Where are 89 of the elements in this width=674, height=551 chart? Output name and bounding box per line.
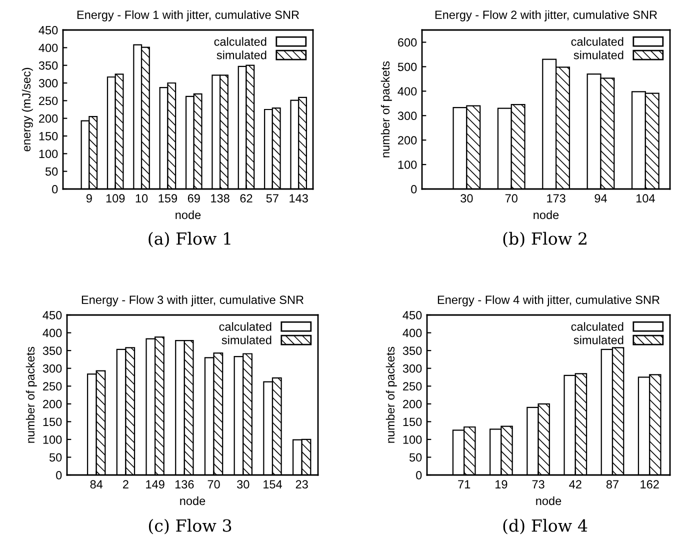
y-tick-label: 300 <box>398 112 417 120</box>
y-tick-label: 400 <box>42 328 62 338</box>
y-tick-label: 200 <box>398 136 417 144</box>
legend-label: calculated <box>219 322 272 331</box>
y-tick-label: 100 <box>403 435 422 444</box>
chart-title: Energy - Flow 4 with jitter, cumulative SNR <box>438 295 660 306</box>
x-tick-label: 23 <box>296 480 308 489</box>
legend-label: calculated <box>571 322 624 331</box>
x-tick-label: 109 <box>106 194 125 203</box>
y-axis-title: number of packets <box>380 61 392 158</box>
text: (d) Flow 4 <box>503 518 588 534</box>
y-tick-label: 500 <box>398 62 417 72</box>
x-tick-label: 57 <box>266 194 278 203</box>
y-axis-title: number of packets <box>26 346 37 443</box>
x-tick-label: 10 <box>136 194 148 203</box>
y-tick-label: 200 <box>43 400 62 408</box>
y-tick-label: 300 <box>402 364 422 373</box>
x-tick-label: 70 <box>505 194 518 203</box>
x-tick-label: 87 <box>606 480 618 489</box>
x-tick-label: 94 <box>594 194 607 203</box>
y-tick-label: 0 <box>52 185 58 194</box>
y-tick-label: 0 <box>56 471 62 480</box>
x-tick-label: 70 <box>208 480 220 489</box>
legend-label: calculated <box>214 37 266 46</box>
y-tick-label: 50 <box>409 453 422 462</box>
x-tick-label: 2 <box>123 480 128 488</box>
chart-title: Energy - Flow 3 with jitter, cumulative SNR <box>82 295 304 306</box>
chart-title: Energy - Flow 2 with jitter, cumulative SNR <box>435 10 657 22</box>
y-tick-label: 200 <box>403 400 422 408</box>
x-tick-label: 138 <box>211 194 230 203</box>
x-tick-label: 143 <box>290 194 308 203</box>
y-tick-label: 200 <box>39 114 58 123</box>
y-tick-label: 600 <box>398 38 417 47</box>
x-tick-label: 30 <box>237 480 250 489</box>
legend-label: calculated <box>571 37 624 46</box>
x-tick-label: 154 <box>264 480 282 489</box>
y-tick-label: 350 <box>402 346 422 355</box>
y-axis-title: number of packets <box>386 346 397 443</box>
x-tick-label: 62 <box>240 194 252 203</box>
chart-title: Energy - Flow 1 with jitter, cumulative SNR <box>77 10 299 22</box>
y-tick-label: 150 <box>39 132 58 140</box>
y-tick-label: 250 <box>39 96 58 106</box>
y-tick-label: 50 <box>49 453 62 462</box>
y-tick-label: 300 <box>38 79 58 88</box>
y-tick-label: 100 <box>43 435 62 444</box>
x-tick-label: 104 <box>636 194 655 203</box>
y-tick-label: 50 <box>45 167 58 176</box>
y-tick-label: 350 <box>38 61 58 70</box>
x-tick-label: 73 <box>532 480 544 489</box>
x-tick-label: 19 <box>496 480 508 489</box>
x-axis-title: node <box>534 210 559 220</box>
y-tick-label: 450 <box>402 311 422 320</box>
text: (a) Flow 1 <box>148 232 230 248</box>
x-tick-label: 136 <box>175 480 194 489</box>
legend-label: simulated <box>574 336 624 344</box>
y-tick-label: 100 <box>39 150 58 158</box>
y-tick-label: 250 <box>43 382 62 391</box>
y-tick-label: 250 <box>403 382 422 391</box>
y-tick-label: 0 <box>411 185 417 194</box>
y-tick-label: 300 <box>42 364 62 373</box>
legend-label: simulated <box>574 50 624 60</box>
x-tick-label: 162 <box>640 480 659 489</box>
text: (c) Flow 3 <box>148 518 232 534</box>
y-tick-label: 150 <box>403 418 422 426</box>
x-tick-label: 71 <box>458 480 470 488</box>
y-tick-label: 400 <box>402 328 422 338</box>
y-tick-label: 450 <box>42 311 62 320</box>
x-axis-title: node <box>176 210 201 220</box>
y-axis-title: energy (mJ/sec) <box>22 68 33 152</box>
x-tick-label: 173 <box>547 194 566 203</box>
text: (b) Flow 2 <box>503 232 586 248</box>
x-tick-label: 84 <box>90 480 103 489</box>
x-tick-label: 149 <box>146 480 164 489</box>
x-axis-title: node <box>536 496 562 506</box>
x-tick-label: 42 <box>569 480 582 488</box>
legend-label: simulated <box>222 336 272 344</box>
y-tick-label: 150 <box>43 418 62 426</box>
y-tick-label: 400 <box>38 44 58 52</box>
x-tick-label: 159 <box>158 194 177 203</box>
x-tick-label: 9 <box>86 194 92 203</box>
y-tick-label: 100 <box>398 160 417 169</box>
x-tick-label: 30 <box>460 194 473 203</box>
y-tick-label: 350 <box>42 346 62 355</box>
legend-label: simulated <box>216 50 266 60</box>
y-tick-label: 450 <box>38 26 58 34</box>
y-tick-label: 400 <box>398 87 417 96</box>
x-tick-label: 69 <box>188 194 200 203</box>
x-axis-title: node <box>180 496 206 506</box>
y-tick-label: 0 <box>416 471 422 480</box>
